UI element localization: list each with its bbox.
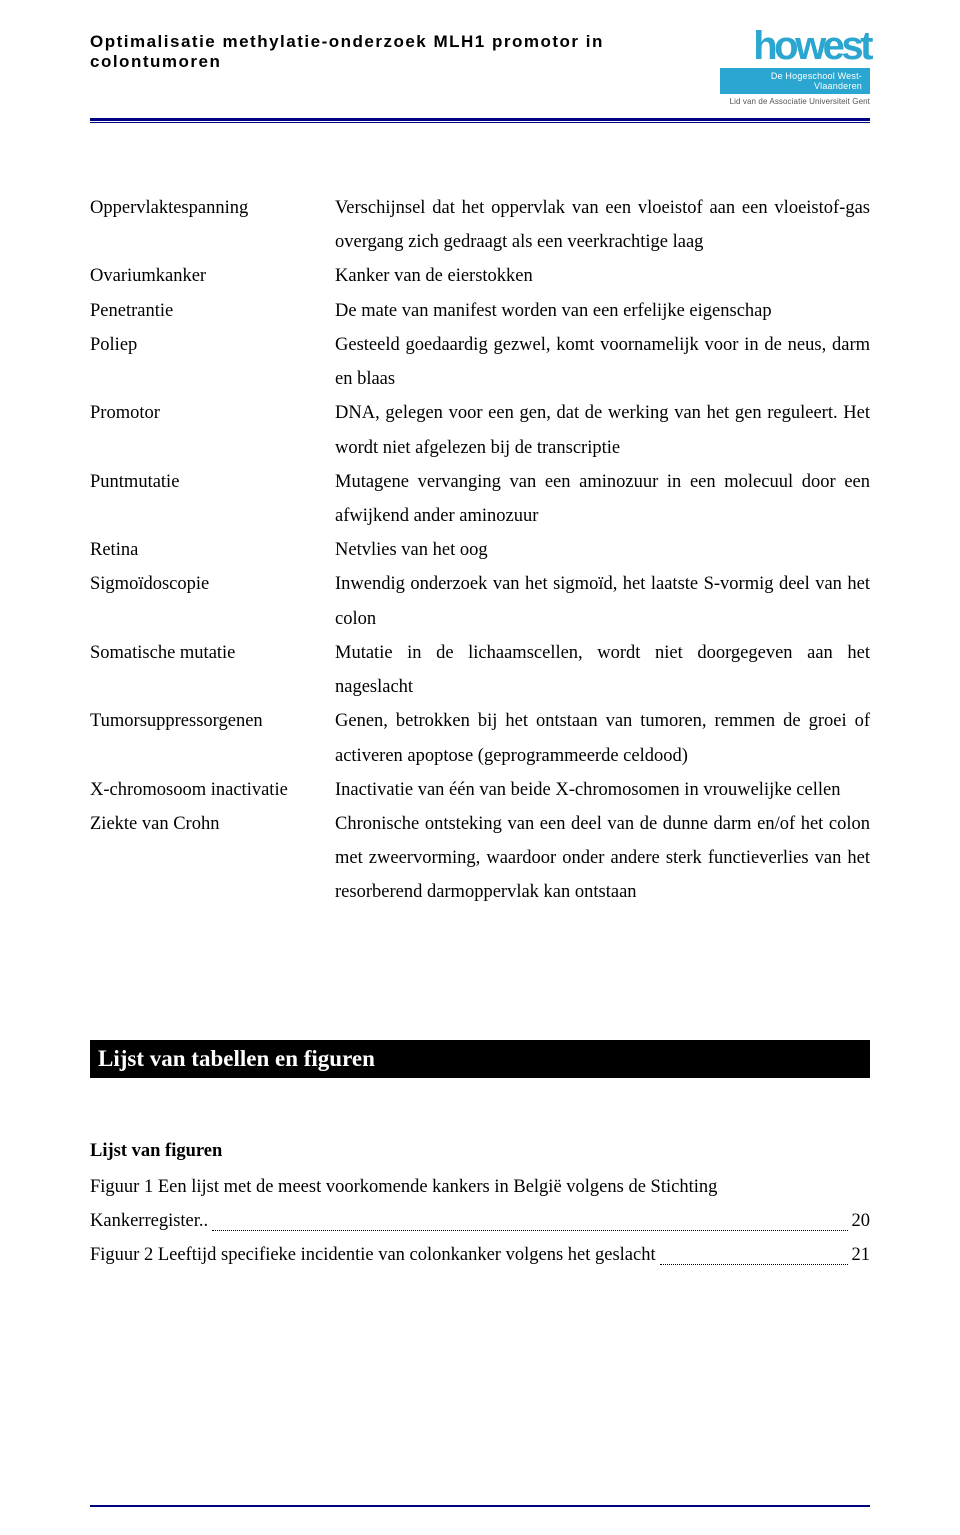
figure-text-line: Figuur 2 Leeftijd specifieke incidentie … [90,1238,656,1272]
glossary-row: Somatische mutatieMutatie in de lichaams… [90,636,870,704]
glossary-definition: Inwendig onderzoek van het sigmoïd, het … [335,567,870,635]
figure-text-line: Figuur 1 Een lijst met de meest voorkome… [90,1170,870,1204]
glossary-row: SigmoïdoscopieInwendig onderzoek van het… [90,567,870,635]
glossary-row: RetinaNetvlies van het oog [90,533,870,567]
glossary-definition: Gesteeld goedaardig gezwel, komt voornam… [335,328,870,396]
glossary-row: PoliepGesteeld goedaardig gezwel, komt v… [90,328,870,396]
leader-dots [212,1230,847,1231]
figure-page-number: 21 [852,1238,871,1272]
glossary-term: Oppervlaktespanning [90,191,335,259]
page-header: Optimalisatie methylatie-onderzoek MLH1 … [90,28,870,106]
glossary-definition: Mutagene vervanging van een aminozuur in… [335,465,870,533]
glossary-term: Retina [90,533,335,567]
glossary-term: Ziekte van Crohn [90,807,335,910]
header-title: Optimalisatie methylatie-onderzoek MLH1 … [90,28,720,72]
glossary-row: X-chromosoom inactivatieInactivatie van … [90,773,870,807]
figure-page-number: 20 [852,1204,871,1238]
glossary-term: Somatische mutatie [90,636,335,704]
glossary-definition: DNA, gelegen voor een gen, dat de werkin… [335,396,870,464]
footer-rule [90,1505,870,1507]
glossary-definition: Kanker van de eierstokken [335,259,870,293]
figure-entry: Figuur 1 Een lijst met de meest voorkome… [90,1170,870,1238]
leader-dots [660,1264,848,1265]
glossary-row: OppervlaktespanningVerschijnsel dat het … [90,191,870,259]
glossary-definition: Netvlies van het oog [335,533,870,567]
glossary-row: PenetrantieDe mate van manifest worden v… [90,294,870,328]
glossary-term: X-chromosoom inactivatie [90,773,335,807]
glossary-definition: Verschijnsel dat het oppervlak van een v… [335,191,870,259]
glossary-term: Puntmutatie [90,465,335,533]
glossary-row: PromotorDNA, gelegen voor een gen, dat d… [90,396,870,464]
glossary-term: Sigmoïdoscopie [90,567,335,635]
glossary-row: PuntmutatieMutagene vervanging van een a… [90,465,870,533]
glossary-term: Penetrantie [90,294,335,328]
glossary-term: Ovariumkanker [90,259,335,293]
logo-tagline-bar: De Hogeschool West-Vlaanderen [720,68,870,94]
glossary-definition: De mate van manifest worden van een erfe… [335,294,870,328]
figures-list-heading: Lijst van figuren [90,1134,870,1168]
header-double-rule [90,118,870,123]
glossary-definition: Mutatie in de lichaamscellen, wordt niet… [335,636,870,704]
glossary-row: OvariumkankerKanker van de eierstokken [90,259,870,293]
glossary-table: OppervlaktespanningVerschijnsel dat het … [90,191,870,910]
figure-entry: Figuur 2 Leeftijd specifieke incidentie … [90,1238,870,1272]
glossary-term: Promotor [90,396,335,464]
glossary-definition: Inactivatie van één van beide X-chromoso… [335,773,870,807]
glossary-term: Tumorsuppressorgenen [90,704,335,772]
section-heading: Lijst van tabellen en figuren [90,1040,870,1078]
logo: howest De Hogeschool West-Vlaanderen Lid… [720,28,870,106]
logo-subline: Lid van de Associatie Universiteit Gent [720,97,870,106]
glossary-definition: Genen, betrokken bij het ontstaan van tu… [335,704,870,772]
figures-list: Lijst van figuren Figuur 1 Een lijst met… [90,1134,870,1273]
logo-name: howest [720,28,870,64]
figure-text-line: Kankerregister.. [90,1204,208,1238]
glossary-definition: Chronische ontsteking van een deel van d… [335,807,870,910]
glossary-row: Ziekte van CrohnChronische ontsteking va… [90,807,870,910]
glossary-term: Poliep [90,328,335,396]
glossary-row: TumorsuppressorgenenGenen, betrokken bij… [90,704,870,772]
